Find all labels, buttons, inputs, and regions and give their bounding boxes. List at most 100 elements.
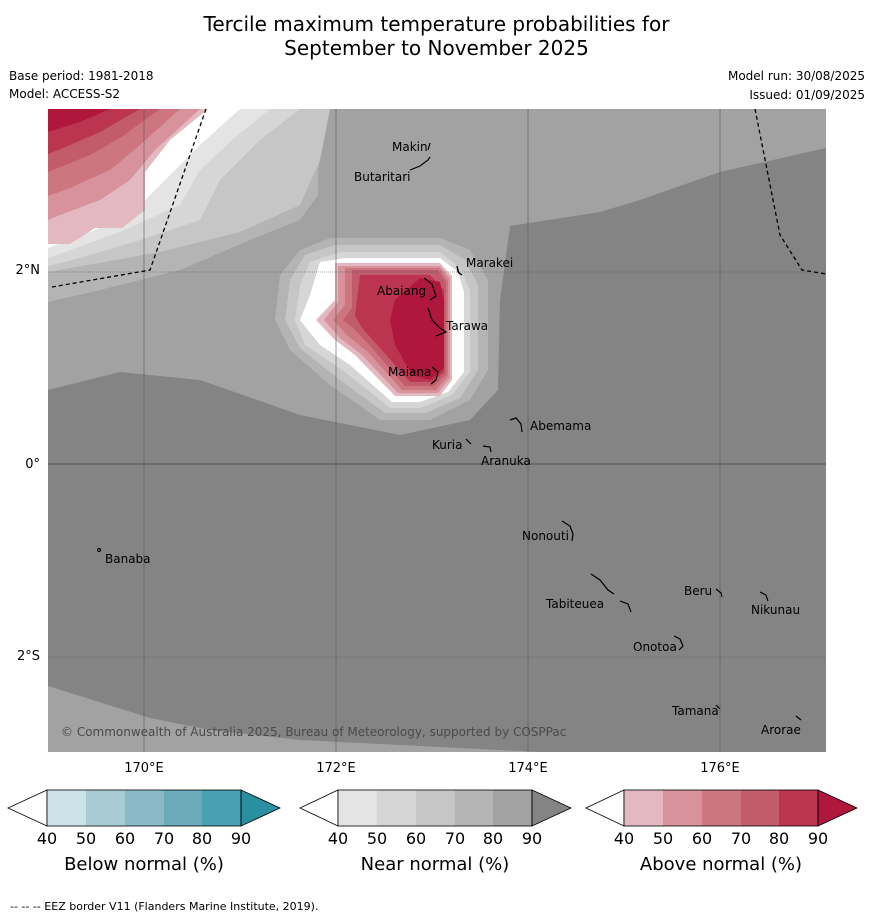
below-tick-60: 60 [114,829,136,848]
colorbar-near-normal-bin-60 [416,790,455,826]
colorbar-below-normal-bin-70 [164,790,202,826]
map-fields: Makin Butaritari Marakei Abaiang Tarawa … [48,109,826,752]
island-label-abaiang: Abaiang [377,284,426,298]
island-outline-abaiang [423,277,437,301]
colorbar-above-normal-frame [623,789,819,827]
colorbar-above-normal-min-arrow [585,789,625,827]
island-label-maiana: Maiana [388,365,431,379]
island-label-arorae: Arorae [761,723,801,737]
below-tick-80: 80 [191,829,213,848]
near-tick-40: 40 [327,829,349,848]
eez-border-west [51,109,207,288]
island-label-abemama: Abemama [530,419,591,433]
above-normal-northwest-max [48,109,110,132]
lon-label-172e: 172°E [316,761,356,776]
island-label-tabiteuea: Tabiteuea [545,597,604,611]
island-outline-nonouti [561,520,574,542]
island-outline-makin [427,142,431,151]
eez-border-east [754,109,826,275]
island-label-banaba: Banaba [105,552,151,566]
map-title: Tercile maximum temperature probabilitie… [0,12,873,60]
colorbar-below-normal [7,789,281,827]
colorbar-near-normal-bin-70 [455,790,493,826]
near-tick-60: 60 [405,829,427,848]
lat-label-2s: 2°S [16,649,40,664]
base-period: Base period: 1981-2018 [9,69,154,83]
colorbar-near-normal-frame [337,789,533,827]
title-line-2: September to November 2025 [284,36,589,60]
island-outline-tabiteuea-south [619,600,632,613]
below-tick-50: 50 [75,829,97,848]
above-tick-90: 90 [807,829,829,848]
issued-date: Issued: 01/09/2025 [749,88,865,102]
colorbar-near-normal-bin-50 [377,790,416,826]
island-label-butaritari: Butaritari [354,170,411,184]
island-outline-kuria [465,438,472,445]
model-name: Model: ACCESS-S2 [9,87,121,101]
colorbar-above-normal-bin-50 [663,790,702,826]
island-label-aranuka: Aranuka [481,454,531,468]
island-label-beru: Beru [684,584,712,598]
island-label-makin: Makin [392,140,428,154]
lon-label-174e: 174°E [508,761,548,776]
above-tick-60: 60 [691,829,713,848]
title-line-1: Tercile maximum temperature probabilitie… [203,12,670,36]
island-outline-onotoa [673,635,684,651]
colorbar-below-normal-bin-60 [125,790,164,826]
colorbar-above-normal-label: Above normal (%) [639,854,803,875]
island-outline-butaritari [409,156,431,171]
colorbar-near-normal-min-arrow [299,789,339,827]
island-label-tamana: Tamana [671,704,719,718]
eez-borders [51,109,826,288]
island-labels: Makin Butaritari Marakei Abaiang Tarawa … [105,140,801,737]
colorbar-near-normal-bin-80 [493,790,532,826]
island-outline-tabiteuea-north [590,573,615,595]
near-normal-80-southwest [48,686,540,752]
colorbar-below-normal-label: Below normal (%) [64,854,224,875]
colorbar-above-normal [585,789,858,827]
colorbar-below-normal-min-arrow [7,789,48,827]
island-outline-marakei [456,265,463,276]
lat-label-0: 0° [25,457,40,472]
above-normal-central-max [390,278,444,380]
island-label-nikunau: Nikunau [751,603,800,617]
island-label-nonouti: Nonouti [522,529,569,543]
island-outline-tamana [715,704,721,710]
near-tick-70: 70 [444,829,466,848]
lon-label-170e: 170°E [124,761,164,776]
island-outline-nikunau [759,591,769,602]
colorbar-above-normal-bin-40 [624,790,663,826]
above-tick-40: 40 [613,829,635,848]
colorbar-below-normal-max-arrow [240,789,281,827]
above-tick-70: 70 [730,829,752,848]
colorbar-below-normal-bin-80 [202,790,241,826]
island-outline-abemama [509,417,523,433]
colorbar-near-normal-max-arrow [531,789,572,827]
colorbar-above-normal-max-arrow [817,789,858,827]
colorbar-below-normal-frame [46,789,242,827]
lon-label-176e: 176°E [700,761,740,776]
near-tick-80: 80 [482,829,504,848]
model-run: Model run: 30/08/2025 [727,69,865,83]
gridlines [48,109,826,752]
colorbar-near-normal [299,789,572,827]
island-outline-aranuka [482,445,492,453]
island-outline-tarawa [427,307,448,337]
below-tick-90: 90 [230,829,252,848]
above-tick-50: 50 [652,829,674,848]
island-outline-arorae [795,715,802,721]
island-outline-maiana [430,366,439,385]
below-tick-70: 70 [153,829,175,848]
island-outline-beru [715,588,723,598]
island-label-kuria: Kuria [432,438,463,452]
copyright-notice: © Commonwealth of Australia 2025, Bureau… [61,725,566,739]
colorbar-above-normal-bin-80 [779,790,818,826]
island-outlines [96,142,802,721]
above-tick-80: 80 [768,829,790,848]
colorbar-below-normal-bin-50 [86,790,125,826]
island-outline-banaba [96,547,102,553]
near-tick-90: 90 [521,829,543,848]
colorbar-above-normal-bin-60 [702,790,741,826]
eez-footnote: -- -- -- EEZ border V11 (Flanders Marine… [10,900,319,913]
